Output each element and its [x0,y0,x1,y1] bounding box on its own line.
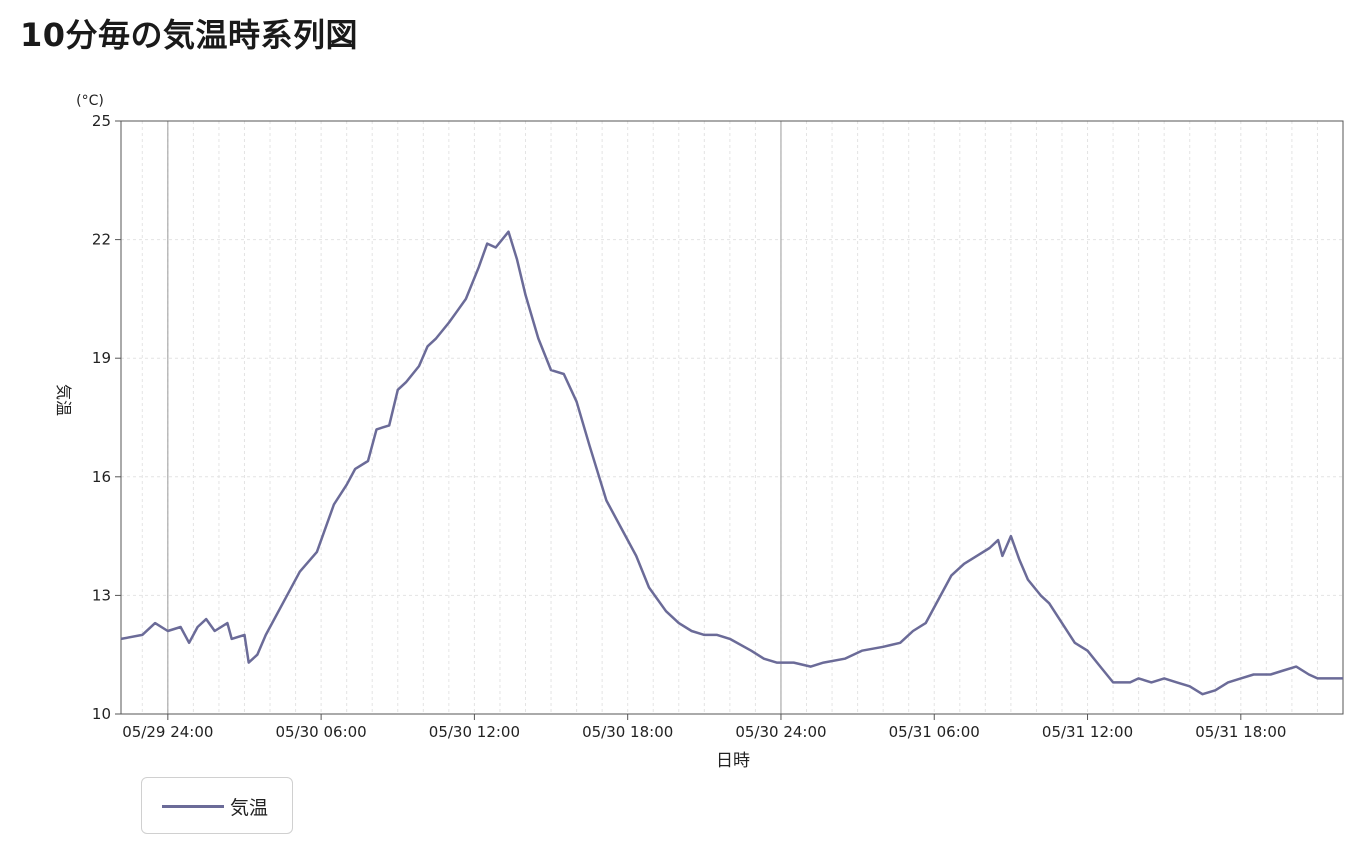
x-tick-label: 05/31 06:00 [889,723,980,741]
y-unit-label: (°C) [76,93,104,109]
minor-gridlines [121,120,1344,715]
y-tick-label: 16 [92,468,111,486]
plot-frame [120,120,1344,715]
legend-label-temperature: 気温 [230,797,269,819]
series-layer [120,230,1343,696]
major-gridlines [167,121,782,714]
x-tick-label: 05/30 24:00 [735,723,826,741]
legend[interactable]: 気温 [141,777,293,834]
x-tick-label: 05/29 24:00 [122,723,213,741]
y-axis-title: 気温 [54,384,73,416]
y-tick-label: 25 [92,112,111,130]
x-axis-title: 日時 [716,751,750,771]
x-axis: 05/29 24:00 05/30 06:00 05/30 12:00 05/30 1… [122,714,1286,741]
y-tick-label: 19 [92,349,111,367]
x-tick-label: 05/31 12:00 [1042,723,1133,741]
y-tick-label: 10 [92,705,111,723]
x-tick-label: 05/30 12:00 [429,723,520,741]
x-tick-label: 05/31 18:00 [1195,723,1286,741]
legend-swatch-temperature [162,805,224,808]
series-line-temperature [120,230,1343,696]
y-axis: 10 13 16 19 22 25 [92,112,121,723]
x-tick-label: 05/30 06:00 [276,723,367,741]
y-tick-label: 13 [92,586,111,604]
page-title: 10分毎の気温時系列図 [20,16,359,54]
x-tick-label: 05/30 18:00 [582,723,673,741]
y-tick-label: 22 [92,231,111,249]
